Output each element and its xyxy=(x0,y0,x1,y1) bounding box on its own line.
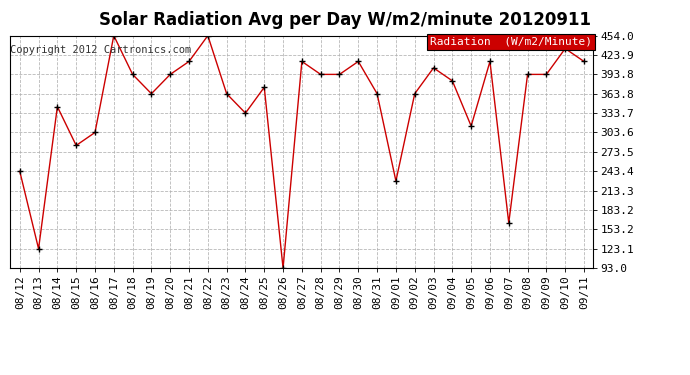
Text: Radiation  (W/m2/Minute): Radiation (W/m2/Minute) xyxy=(431,37,592,47)
Text: Solar Radiation Avg per Day W/m2/minute 20120911: Solar Radiation Avg per Day W/m2/minute … xyxy=(99,11,591,29)
Text: Copyright 2012 Cartronics.com: Copyright 2012 Cartronics.com xyxy=(10,45,192,55)
